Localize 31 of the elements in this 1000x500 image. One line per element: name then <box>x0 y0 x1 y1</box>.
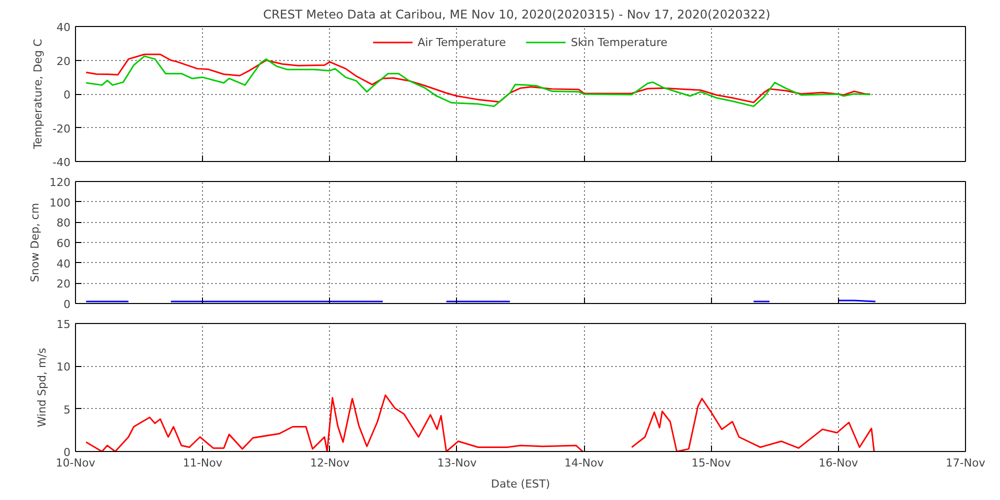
y-tick-label: 0 <box>64 298 70 311</box>
y-tick-label: 20 <box>56 278 71 291</box>
y-tick-label: -40 <box>52 156 70 169</box>
x-tick-label: 13-Nov <box>437 456 478 470</box>
x-axis-title: Date (EST) <box>490 478 550 490</box>
y-tick-label: 100 <box>50 196 71 210</box>
x-tick-label: 11-Nov <box>182 456 223 470</box>
y-tick-label: 40 <box>56 21 71 34</box>
chart-title: CREST Meteo Data at Caribou, ME Nov 10, 2020(2020315) - Nov 17, 2020(2020322) <box>263 8 770 22</box>
x-tick-label: 14-Nov <box>564 456 604 470</box>
y-tick-label: 20 <box>56 54 71 68</box>
y-axis-title: Temperature, Deg C <box>32 38 45 150</box>
y-tick-label: -20 <box>52 122 70 136</box>
x-tick-label: 17-Nov <box>946 456 986 470</box>
x-tick-label: 10-Nov <box>56 456 96 470</box>
x-tick-label: 15-Nov <box>691 456 732 470</box>
y-tick-label: 60 <box>56 237 71 250</box>
y-tick-label: 0 <box>64 446 70 459</box>
y-tick-label: 15 <box>56 318 71 331</box>
y-tick-label: 5 <box>64 403 70 416</box>
y-tick-label: 80 <box>56 216 71 230</box>
legend-label: Skin Temperature <box>570 36 668 48</box>
y-axis-title: Snow Dep, cm <box>28 202 42 282</box>
y-axis-title: Wind Spd, m/s <box>36 348 49 428</box>
legend-label: Air Temperature <box>418 36 506 48</box>
y-tick-label: 10 <box>56 360 71 374</box>
y-tick-label: 120 <box>50 176 71 189</box>
y-tick-label: 40 <box>56 257 71 270</box>
x-tick-label: 12-Nov <box>310 456 350 470</box>
x-tick-label: 16-Nov <box>818 456 859 470</box>
y-tick-label: 0 <box>64 88 70 102</box>
